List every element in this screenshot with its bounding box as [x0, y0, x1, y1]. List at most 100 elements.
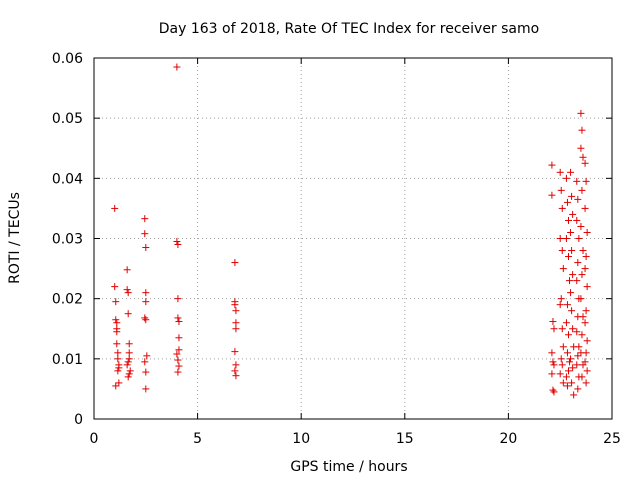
data-point — [548, 370, 556, 378]
data-point — [562, 373, 570, 381]
data-point — [574, 195, 582, 203]
x-tick-label: 0 — [90, 431, 99, 447]
data-point — [556, 235, 564, 242]
data-point — [175, 334, 183, 342]
data-point — [583, 283, 591, 291]
data-point — [569, 325, 577, 333]
data-point — [575, 343, 583, 351]
data-point — [142, 368, 150, 376]
data-point — [232, 361, 240, 369]
data-point — [583, 337, 591, 345]
data-point — [175, 318, 183, 326]
data-point — [563, 382, 571, 390]
data-point — [578, 373, 586, 381]
data-point — [142, 289, 150, 297]
data-point — [569, 210, 577, 218]
data-point — [564, 253, 572, 261]
x-tick-label: 10 — [292, 431, 310, 447]
data-point — [142, 385, 150, 393]
x-tick-label: 20 — [499, 431, 517, 447]
data-point — [123, 286, 131, 294]
data-point — [574, 352, 582, 360]
data-point — [566, 358, 574, 366]
data-point — [124, 289, 132, 297]
data-point — [142, 316, 150, 324]
data-point — [125, 349, 133, 357]
data-point — [573, 328, 581, 336]
data-point — [558, 204, 566, 212]
data-points — [111, 63, 591, 399]
data-point — [578, 331, 586, 339]
data-point — [577, 144, 585, 152]
data-point — [113, 319, 121, 327]
data-point — [579, 313, 587, 321]
data-point — [564, 367, 572, 375]
data-point — [567, 289, 575, 297]
y-tick-label: 0.03 — [52, 232, 83, 248]
data-point — [568, 307, 576, 315]
data-point — [112, 298, 120, 306]
data-point — [175, 362, 183, 370]
data-point — [581, 319, 589, 327]
y-tick-label: 0.06 — [52, 51, 83, 67]
data-point — [550, 325, 558, 333]
data-point — [573, 361, 581, 369]
data-point — [174, 241, 182, 249]
data-point — [125, 355, 133, 363]
data-point — [114, 349, 122, 357]
data-point — [568, 247, 576, 255]
data-point — [562, 174, 570, 182]
data-point — [549, 386, 557, 394]
grid-lines — [94, 58, 612, 419]
data-point — [175, 346, 183, 354]
data-point — [559, 265, 567, 273]
data-point — [548, 349, 556, 357]
data-point — [232, 319, 240, 327]
y-tick-label: 0.04 — [52, 171, 83, 187]
data-point — [558, 247, 566, 255]
data-point — [563, 301, 571, 309]
data-point — [115, 364, 123, 372]
data-point — [577, 222, 585, 230]
data-point — [581, 358, 589, 366]
y-tick-label: 0.01 — [52, 352, 83, 368]
data-point — [548, 191, 556, 199]
data-point — [563, 198, 571, 206]
chart-title: Day 163 of 2018, Rate Of TEC Index for r… — [159, 21, 539, 37]
data-point — [126, 367, 134, 375]
data-point — [231, 259, 239, 267]
data-point — [582, 177, 590, 185]
data-point — [123, 361, 131, 369]
x-tick-label: 25 — [603, 431, 621, 447]
data-point — [564, 216, 572, 224]
data-point — [549, 318, 557, 326]
data-point — [558, 325, 566, 333]
data-point — [111, 283, 119, 291]
data-point — [578, 126, 586, 134]
data-point — [141, 230, 149, 238]
data-point — [548, 161, 556, 169]
data-point — [142, 244, 150, 252]
data-point — [567, 228, 575, 236]
data-point — [578, 186, 586, 194]
data-point — [569, 271, 577, 279]
data-point — [573, 177, 581, 185]
y-tick-label: 0.02 — [52, 292, 83, 308]
data-point — [581, 265, 589, 273]
plot-frame — [93, 57, 613, 420]
data-point — [112, 382, 120, 390]
data-point — [232, 372, 240, 380]
data-point — [579, 153, 587, 161]
data-point — [562, 235, 570, 242]
data-point — [114, 355, 122, 363]
data-point — [582, 379, 590, 387]
data-point — [174, 356, 182, 364]
data-point — [549, 358, 557, 366]
data-point — [115, 379, 123, 387]
axis-ticks: 0 5 10 15 20 25 0 0.01 0.02 0.03 0.04 0.05 0.06 — [52, 51, 621, 447]
data-point — [559, 379, 567, 387]
data-point — [558, 361, 566, 369]
data-point — [557, 355, 565, 363]
data-point — [111, 204, 119, 212]
data-point — [573, 277, 581, 285]
